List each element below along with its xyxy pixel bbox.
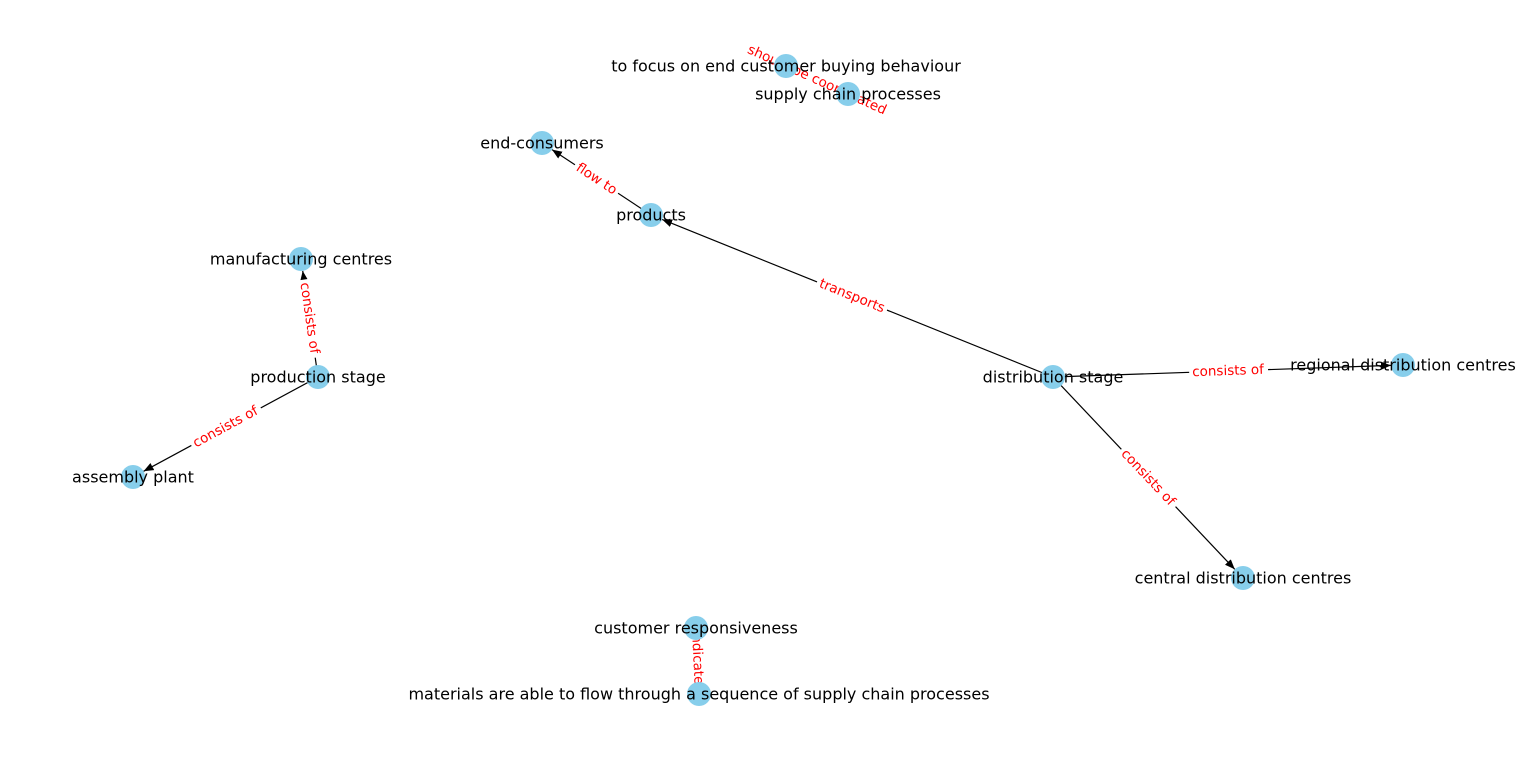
node-assembly-plant	[121, 465, 145, 489]
node-label-regional-distribution-centres: regional distribution centres	[1290, 356, 1516, 375]
edge-label-group: consists of	[187, 400, 266, 454]
edge-label-background	[569, 157, 624, 201]
edge-label-group: transports	[813, 273, 891, 319]
edge-label-group: consists of	[1188, 360, 1269, 382]
node-supply-chain-processes	[836, 82, 860, 106]
node-label-materials-flow: materials are able to flow through a seq…	[408, 685, 989, 704]
edge-label: transports	[817, 276, 887, 317]
node-label-products: products	[616, 206, 686, 225]
node-materials-flow	[687, 682, 711, 706]
edge-label-background	[295, 278, 325, 359]
edge-label-group: should be coordinated	[741, 39, 893, 121]
edge-label-group: indicates	[686, 627, 709, 695]
node-manufacturing-centres	[289, 247, 313, 271]
node-end-consumers	[530, 131, 554, 155]
node-label-manufacturing-centres: manufacturing centres	[210, 250, 392, 269]
node-label-supply-chain-processes: supply chain processes	[755, 85, 941, 104]
edge-label-group: consists of	[295, 278, 325, 359]
node-distribution-stage	[1041, 365, 1065, 389]
edge-label: consists of	[1118, 446, 1180, 510]
node-label-distribution-stage: distribution stage	[983, 368, 1124, 387]
node-label-central-distribution-centres: central distribution centres	[1135, 569, 1352, 588]
edge-label: consists of	[190, 402, 262, 451]
edge-label-background	[686, 627, 709, 695]
edge-label-background	[1188, 360, 1269, 382]
edge-label-background	[1114, 443, 1183, 513]
node-label-assembly-plant: assembly plant	[72, 468, 194, 487]
edge-label-background	[187, 400, 266, 454]
nodes-layer	[121, 54, 1415, 706]
edge-label-group: flow to	[569, 157, 624, 201]
node-label-end-consumers: end-consumers	[480, 134, 603, 153]
node-label-production-stage: production stage	[250, 368, 385, 387]
node-customer-responsiveness	[684, 616, 708, 640]
node-products	[639, 203, 663, 227]
node-to-focus	[774, 54, 798, 78]
edge-label: indicates	[688, 630, 707, 692]
edge-label: consists of	[296, 281, 322, 355]
edge-label-group: consists of	[1114, 443, 1183, 513]
node-production-stage	[306, 365, 330, 389]
node-labels-layer: to focus on end customer buying behaviou…	[72, 57, 1516, 704]
node-label-to-focus: to focus on end customer buying behaviou…	[611, 57, 961, 76]
node-regional-distribution-centres	[1391, 353, 1415, 377]
edge-label: flow to	[573, 160, 620, 199]
edge-label-background	[813, 273, 891, 319]
node-central-distribution-centres	[1231, 566, 1255, 590]
edge-label: should be coordinated	[745, 42, 889, 119]
node-label-customer-responsiveness: customer responsiveness	[594, 619, 798, 638]
edge-label: consists of	[1192, 362, 1265, 380]
